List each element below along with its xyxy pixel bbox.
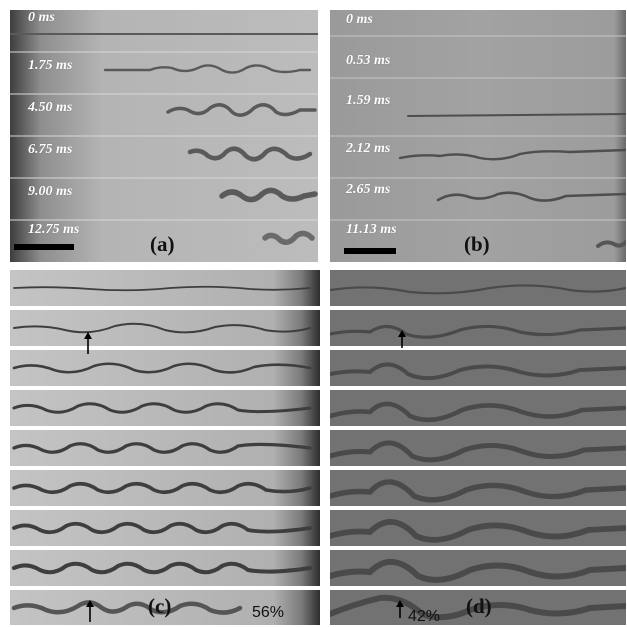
jet-d-7 <box>330 559 626 583</box>
time-label-b-3: 2.12 ms <box>346 141 391 156</box>
jet-d-4 <box>330 440 626 463</box>
time-label-a-5: 12.75 ms <box>28 222 80 237</box>
jet-c-2 <box>12 362 312 374</box>
jet-a-3 <box>187 146 313 162</box>
panel-a-image <box>10 10 318 262</box>
panel-c-frames <box>10 270 320 625</box>
time-label-a-4: 9.00 ms <box>28 184 73 199</box>
jet-c-7 <box>12 561 312 575</box>
time-label-a-2: 4.50 ms <box>28 100 73 115</box>
panel-label-c: (c) <box>148 594 172 618</box>
arrow-icon-d-1 <box>398 330 406 348</box>
time-label-a-3: 6.75 ms <box>28 142 73 157</box>
panel-c: (c) 56% <box>10 270 320 625</box>
scale-bar-b <box>344 248 396 254</box>
jet-a-1 <box>103 64 312 74</box>
panel-d: 42% (d) <box>330 270 626 625</box>
jet-d-3 <box>330 401 626 423</box>
arrow-icon-c-1 <box>84 332 92 354</box>
time-label-b-4: 2.65 ms <box>346 182 391 197</box>
jet-c-3 <box>12 402 312 414</box>
arrow-icon-d-8 <box>396 600 404 618</box>
jet-c-1 <box>13 322 311 334</box>
time-label-b-2: 1.59 ms <box>346 93 391 108</box>
jet-b-4 <box>436 191 626 202</box>
jet-c-0 <box>13 285 311 292</box>
jet-d-8 <box>330 594 626 621</box>
jet-d-0 <box>330 284 626 295</box>
jet-c-4 <box>12 442 312 454</box>
panel-b-image <box>330 10 626 262</box>
time-label-b-5: 11.13 ms <box>346 222 397 237</box>
jet-a-2 <box>166 103 317 117</box>
jet-b-3 <box>398 148 626 161</box>
panel-label-d: (d) <box>466 594 492 618</box>
percent-label-c: 56% <box>252 604 285 621</box>
jet-c-8 <box>11 600 243 615</box>
time-label-b-1: 0.53 ms <box>346 53 391 68</box>
jet-d-2 <box>330 362 626 381</box>
jet-b-5 <box>596 240 626 248</box>
panel-a: 0 ms 1.75 ms 4.50 ms 6.75 ms 9.00 ms 12.… <box>10 10 318 262</box>
jet-d-6 <box>330 519 626 543</box>
percent-label-d: 42% <box>408 608 441 625</box>
time-label-a-0: 0 ms <box>28 10 55 25</box>
jet-c-5 <box>12 481 312 495</box>
time-label-a-1: 1.75 ms <box>28 58 73 73</box>
panel-label-b: (b) <box>464 232 490 256</box>
time-label-b-0: 0 ms <box>346 12 373 27</box>
jet-b-2 <box>407 113 626 117</box>
jet-c-6 <box>12 521 312 535</box>
panel-d-image <box>330 270 626 625</box>
panel-b: 0 ms 0.53 ms 1.59 ms 2.12 ms 2.65 ms 11.… <box>330 10 626 262</box>
panel-label-a: (a) <box>150 232 175 256</box>
jet-d-1 <box>330 324 626 339</box>
jet-a-4 <box>219 187 318 203</box>
panel-c-image <box>10 270 320 625</box>
jet-a-5 <box>262 230 315 245</box>
arrow-icon-c-8 <box>86 600 94 622</box>
scale-bar-a <box>14 244 74 250</box>
jet-d-5 <box>330 479 626 503</box>
